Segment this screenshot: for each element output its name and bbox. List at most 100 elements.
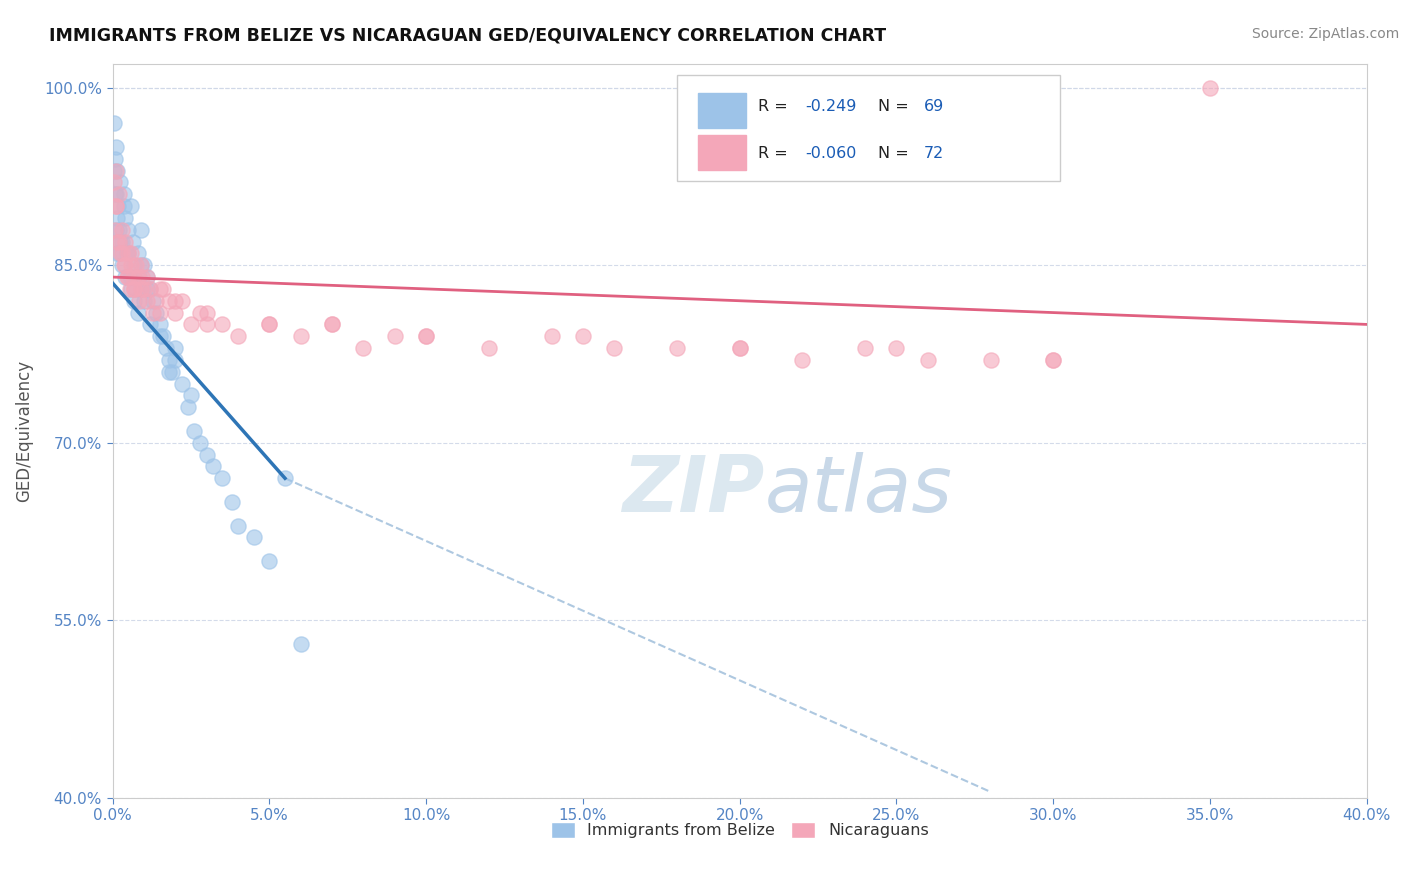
Point — [124, 258, 146, 272]
Point — [290, 329, 312, 343]
Point — [728, 341, 751, 355]
Point — [132, 282, 155, 296]
Point — [124, 293, 146, 308]
Point — [321, 318, 343, 332]
Point — [259, 318, 281, 332]
Point — [107, 223, 129, 237]
Point — [110, 246, 132, 260]
Text: -0.060: -0.060 — [804, 146, 856, 161]
Point — [114, 211, 136, 225]
Point — [120, 246, 142, 260]
Point — [148, 282, 170, 296]
Text: 72: 72 — [924, 146, 945, 161]
Point — [274, 471, 297, 485]
Point — [886, 341, 908, 355]
Point — [226, 518, 249, 533]
Point — [122, 270, 145, 285]
Text: N =: N = — [877, 99, 914, 114]
Point — [195, 305, 218, 319]
Text: 69: 69 — [924, 99, 945, 114]
Point — [226, 329, 249, 343]
Point — [104, 152, 127, 166]
Point — [136, 282, 159, 296]
Point — [160, 365, 183, 379]
Point — [127, 305, 149, 319]
Point — [103, 116, 125, 130]
Point — [136, 270, 159, 285]
Point — [105, 235, 128, 249]
Point — [211, 471, 233, 485]
Point — [148, 329, 170, 343]
Point — [183, 424, 205, 438]
Point — [122, 235, 145, 249]
Point — [259, 318, 281, 332]
Point — [120, 258, 142, 272]
Point — [352, 341, 374, 355]
Point — [165, 305, 187, 319]
Point — [221, 495, 243, 509]
Point — [136, 270, 159, 285]
Point — [129, 223, 152, 237]
Point — [104, 246, 127, 260]
Point — [103, 175, 125, 189]
Point — [117, 246, 139, 260]
Point — [120, 270, 142, 285]
Point — [165, 341, 187, 355]
Point — [170, 376, 193, 391]
Point — [165, 352, 187, 367]
Point — [142, 293, 165, 308]
Point — [110, 175, 132, 189]
Point — [728, 341, 751, 355]
Point — [127, 270, 149, 285]
Point — [157, 365, 180, 379]
Point — [792, 352, 814, 367]
Point — [129, 258, 152, 272]
Point — [129, 258, 152, 272]
Point — [129, 282, 152, 296]
Point — [114, 270, 136, 285]
Point — [120, 282, 142, 296]
Point — [118, 282, 141, 296]
Point — [139, 282, 162, 296]
Point — [125, 282, 148, 296]
Point — [107, 235, 129, 249]
Point — [195, 448, 218, 462]
Point — [148, 318, 170, 332]
Point — [114, 258, 136, 272]
Point — [104, 199, 127, 213]
Point — [1042, 352, 1064, 367]
Point — [201, 459, 224, 474]
Point — [128, 270, 150, 285]
Point — [290, 637, 312, 651]
Text: R =: R = — [758, 146, 793, 161]
Point — [104, 187, 127, 202]
Point — [124, 282, 146, 296]
Point — [107, 246, 129, 260]
Point — [321, 318, 343, 332]
Point — [1042, 352, 1064, 367]
Point — [127, 246, 149, 260]
Point — [157, 352, 180, 367]
Point — [180, 388, 202, 402]
Point — [111, 258, 134, 272]
Point — [131, 270, 153, 285]
Point — [572, 329, 595, 343]
Point — [478, 341, 501, 355]
Point — [124, 282, 146, 296]
Point — [142, 305, 165, 319]
Point — [125, 258, 148, 272]
Point — [139, 318, 162, 332]
Text: ZIP: ZIP — [623, 451, 765, 528]
Point — [540, 329, 562, 343]
Point — [104, 163, 127, 178]
Point — [111, 223, 134, 237]
Point — [170, 293, 193, 308]
Point — [242, 531, 264, 545]
Text: IMMIGRANTS FROM BELIZE VS NICARAGUAN GED/EQUIVALENCY CORRELATION CHART: IMMIGRANTS FROM BELIZE VS NICARAGUAN GED… — [49, 27, 886, 45]
Point — [665, 341, 688, 355]
Point — [104, 223, 127, 237]
Point — [148, 305, 170, 319]
Point — [155, 341, 177, 355]
Point — [114, 235, 136, 249]
Point — [110, 235, 132, 249]
